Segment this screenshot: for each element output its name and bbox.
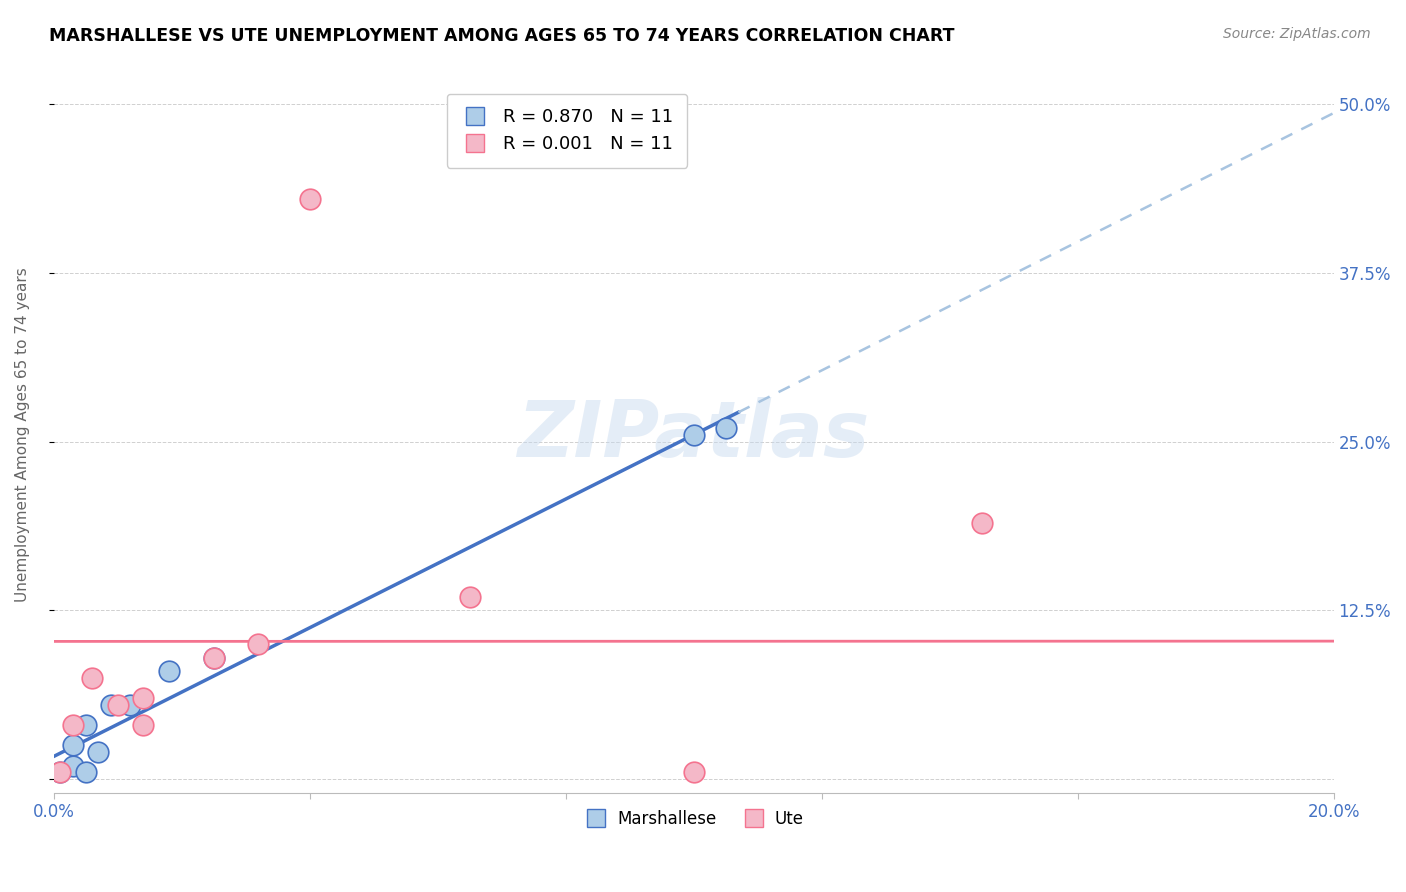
Y-axis label: Unemployment Among Ages 65 to 74 years: Unemployment Among Ages 65 to 74 years xyxy=(15,268,30,602)
Point xyxy=(458,590,481,604)
Point xyxy=(80,671,103,685)
Point xyxy=(75,765,97,780)
Point xyxy=(49,765,72,780)
Point xyxy=(157,664,180,678)
Point xyxy=(132,718,155,732)
Text: MARSHALLESE VS UTE UNEMPLOYMENT AMONG AGES 65 TO 74 YEARS CORRELATION CHART: MARSHALLESE VS UTE UNEMPLOYMENT AMONG AG… xyxy=(49,27,955,45)
Legend: Marshallese, Ute: Marshallese, Ute xyxy=(576,803,810,834)
Point xyxy=(87,745,110,759)
Point xyxy=(49,765,72,780)
Point xyxy=(62,739,84,753)
Point xyxy=(120,698,142,712)
Point xyxy=(970,516,993,530)
Point xyxy=(62,718,84,732)
Point xyxy=(75,718,97,732)
Point xyxy=(714,421,737,435)
Point xyxy=(62,758,84,772)
Text: Source: ZipAtlas.com: Source: ZipAtlas.com xyxy=(1223,27,1371,41)
Point xyxy=(247,637,270,651)
Point xyxy=(132,691,155,706)
Point xyxy=(682,428,704,442)
Text: ZIPatlas: ZIPatlas xyxy=(517,397,870,473)
Point xyxy=(100,698,122,712)
Point xyxy=(298,192,321,206)
Point xyxy=(107,698,129,712)
Point xyxy=(202,650,225,665)
Point xyxy=(682,765,704,780)
Point xyxy=(202,650,225,665)
